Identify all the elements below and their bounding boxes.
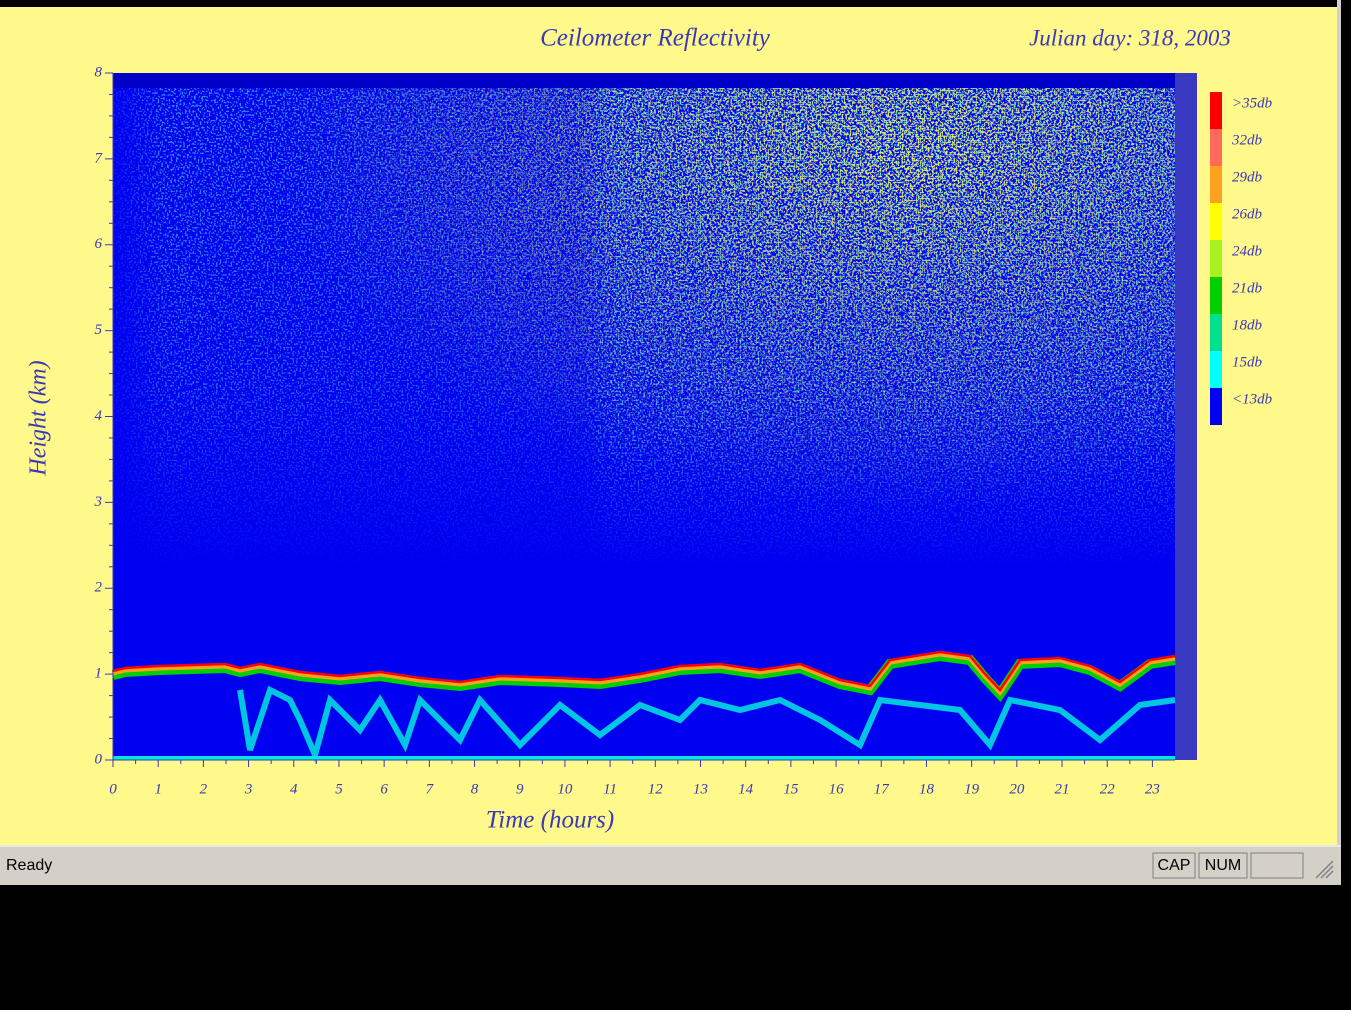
legend-swatch xyxy=(1210,203,1222,240)
x-tick-label: 19 xyxy=(964,781,980,797)
legend-label: 21db xyxy=(1232,280,1263,296)
legend-label: 32db xyxy=(1231,132,1263,148)
app-window: Ready CAP NUM Ceilometer Reflectivity Ju… xyxy=(0,0,1351,1010)
legend-label: 18db xyxy=(1232,317,1263,333)
surface-band xyxy=(113,756,1175,760)
x-tick-label: 22 xyxy=(1100,781,1116,797)
y-tick-label: 1 xyxy=(95,666,103,682)
x-tick-label: 17 xyxy=(874,781,891,797)
legend-swatch xyxy=(1210,92,1222,129)
x-tick-label: 3 xyxy=(244,781,253,797)
plot-top-band xyxy=(113,73,1175,88)
plot-area xyxy=(113,73,1197,760)
x-tick-label: 13 xyxy=(693,781,708,797)
y-tick-label: 0 xyxy=(95,751,103,767)
legend-label: >35db xyxy=(1232,95,1273,111)
x-tick-label: 10 xyxy=(557,781,573,797)
x-tick-label: 11 xyxy=(603,781,617,797)
status-bar xyxy=(0,845,1341,885)
y-tick-label: 8 xyxy=(95,64,103,80)
window-border xyxy=(1337,0,1341,885)
y-tick-label: 4 xyxy=(95,408,103,424)
x-tick-label: 18 xyxy=(919,781,935,797)
x-tick-label: 4 xyxy=(290,781,298,797)
y-axis-label: Height (km) xyxy=(26,360,52,476)
x-tick-label: 1 xyxy=(154,781,162,797)
x-tick-label: 12 xyxy=(648,781,664,797)
legend-label: 24db xyxy=(1232,243,1263,259)
x-tick-label: 16 xyxy=(829,781,845,797)
legend-swatch xyxy=(1210,314,1222,351)
legend-swatch xyxy=(1210,240,1222,277)
legend-label: 15db xyxy=(1232,354,1263,370)
x-axis-label: Time (hours) xyxy=(486,807,614,834)
x-tick-label: 0 xyxy=(109,781,117,797)
chart-title: Ceilometer Reflectivity xyxy=(540,25,771,52)
y-tick-label: 5 xyxy=(95,322,103,338)
legend-swatch xyxy=(1210,129,1222,166)
x-tick-label: 21 xyxy=(1055,781,1070,797)
chart-subtitle: Julian day: 318, 2003 xyxy=(1029,25,1231,50)
plot-right-band xyxy=(1175,73,1197,760)
x-tick-label: 23 xyxy=(1145,781,1160,797)
status-text: Ready xyxy=(6,857,52,874)
legend-label: 29db xyxy=(1232,169,1263,185)
x-tick-label: 20 xyxy=(1009,781,1025,797)
x-tick-label: 5 xyxy=(335,781,343,797)
indicator: NUM xyxy=(1205,857,1241,874)
x-tick-label: 6 xyxy=(380,781,388,797)
legend-swatch xyxy=(1210,166,1222,203)
y-tick-label: 3 xyxy=(94,494,103,510)
y-tick-label: 6 xyxy=(95,236,103,252)
x-tick-label: 9 xyxy=(516,781,524,797)
legend-swatch xyxy=(1210,351,1222,388)
x-tick-label: 14 xyxy=(738,781,754,797)
indicator: CAP xyxy=(1158,857,1191,874)
legend-swatch xyxy=(1210,388,1222,425)
y-tick-label: 2 xyxy=(95,580,103,596)
legend-label: 26db xyxy=(1232,206,1263,222)
legend-swatch xyxy=(1210,277,1222,314)
x-tick-label: 8 xyxy=(471,781,479,797)
x-tick-label: 15 xyxy=(783,781,799,797)
x-tick-label: 2 xyxy=(200,781,208,797)
speckle-orange xyxy=(113,88,1175,688)
legend-label: <13db xyxy=(1232,391,1273,407)
